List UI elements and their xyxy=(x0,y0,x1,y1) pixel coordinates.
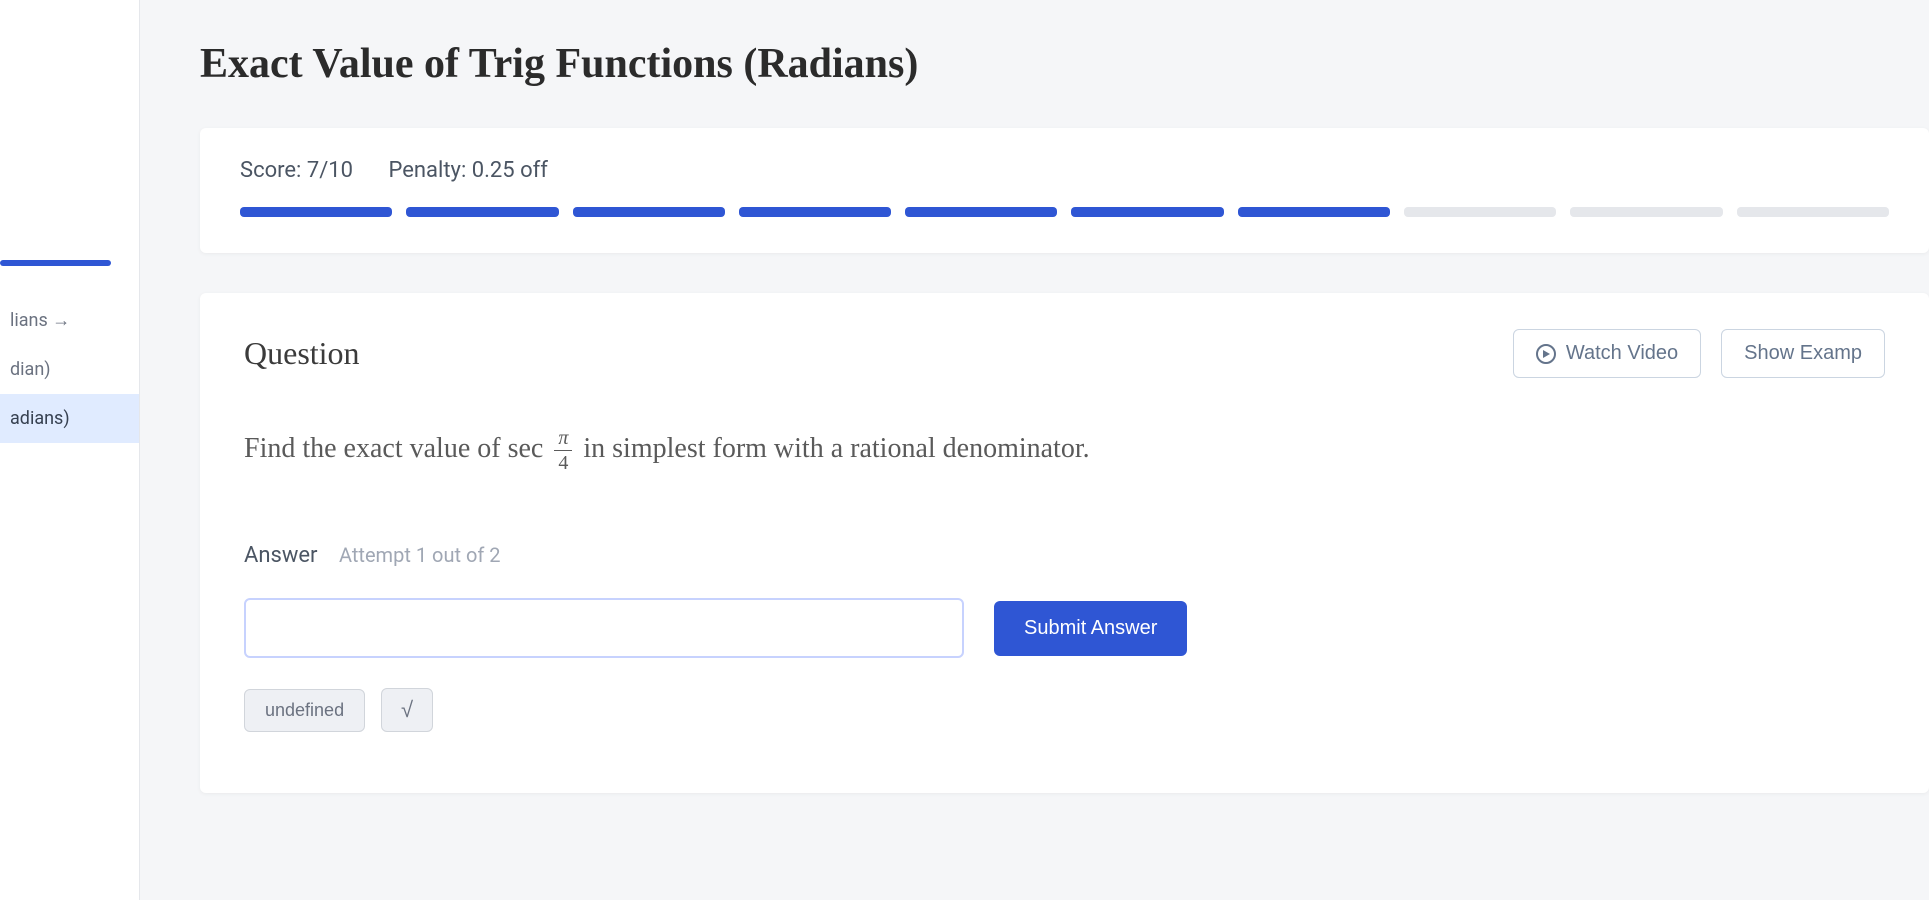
progress-segment xyxy=(240,207,392,217)
progress-segment xyxy=(1404,207,1556,217)
question-heading: Question xyxy=(244,335,1513,372)
question-prompt: Find the exact value of sec π 4 in simpl… xyxy=(244,428,1885,473)
fraction-numerator: π xyxy=(554,428,572,451)
score-panel: Score: 7/10 Penalty: 0.25 off xyxy=(200,128,1929,253)
answer-input[interactable] xyxy=(244,598,964,658)
score-label: Score: xyxy=(240,158,301,183)
penalty-label: Penalty: xyxy=(388,158,466,183)
watch-video-button[interactable]: Watch Video xyxy=(1513,329,1701,378)
play-icon xyxy=(1536,344,1556,364)
score-value: 7/10 xyxy=(307,158,353,183)
watch-video-label: Watch Video xyxy=(1566,342,1678,365)
sidebar: lians → dian) adians) xyxy=(0,0,140,900)
fraction: π 4 xyxy=(554,428,572,473)
score-line: Score: 7/10 Penalty: 0.25 off xyxy=(240,158,1889,183)
progress-segment xyxy=(406,207,558,217)
sqrt-icon: √ xyxy=(401,697,413,723)
prompt-suffix: in simplest form with a rational denomin… xyxy=(583,433,1089,464)
answer-heading: Answer xyxy=(244,543,318,568)
sidebar-item-label: lians → xyxy=(10,310,70,331)
penalty-value: 0.25 off xyxy=(472,158,548,183)
sidebar-item-label: adians) xyxy=(10,408,70,429)
prompt-prefix: Find the exact value of sec xyxy=(244,433,543,464)
show-examples-label: Show Examp xyxy=(1744,342,1862,365)
answer-block: Answer Attempt 1 out of 2 Submit Answer … xyxy=(244,543,1885,732)
sidebar-progress-bar xyxy=(0,260,111,266)
progress-segment xyxy=(905,207,1057,217)
progress-segment xyxy=(1238,207,1390,217)
main-content: Exact Value of Trig Functions (Radians) … xyxy=(140,0,1929,900)
question-actions: Watch Video Show Examp xyxy=(1513,329,1885,378)
progress-segment xyxy=(1071,207,1223,217)
sqrt-button[interactable]: √ xyxy=(381,688,433,732)
page-title: Exact Value of Trig Functions (Radians) xyxy=(200,40,1929,88)
question-panel: Question Watch Video Show Examp Find the… xyxy=(200,293,1929,793)
sidebar-item-0[interactable]: lians → xyxy=(0,296,139,345)
submit-label: Submit Answer xyxy=(1024,617,1157,639)
progress-segment xyxy=(739,207,891,217)
submit-answer-button[interactable]: Submit Answer xyxy=(994,601,1187,656)
progress-segment xyxy=(1737,207,1889,217)
undefined-label: undefined xyxy=(265,700,344,720)
sidebar-item-label: dian) xyxy=(10,359,51,380)
answer-heading-row: Answer Attempt 1 out of 2 xyxy=(244,543,1885,568)
fraction-denominator: 4 xyxy=(558,451,568,473)
show-examples-button[interactable]: Show Examp xyxy=(1721,329,1885,378)
progress-bar xyxy=(240,207,1889,217)
attempt-text: Attempt 1 out of 2 xyxy=(339,543,501,567)
answer-helpers: undefined √ xyxy=(244,688,1885,732)
progress-segment xyxy=(573,207,725,217)
answer-row: Submit Answer xyxy=(244,598,1885,658)
progress-segment xyxy=(1570,207,1722,217)
sidebar-item-2[interactable]: adians) xyxy=(0,394,139,443)
question-header: Question Watch Video Show Examp xyxy=(244,329,1885,378)
undefined-button[interactable]: undefined xyxy=(244,689,365,732)
sidebar-item-1[interactable]: dian) xyxy=(0,345,139,394)
